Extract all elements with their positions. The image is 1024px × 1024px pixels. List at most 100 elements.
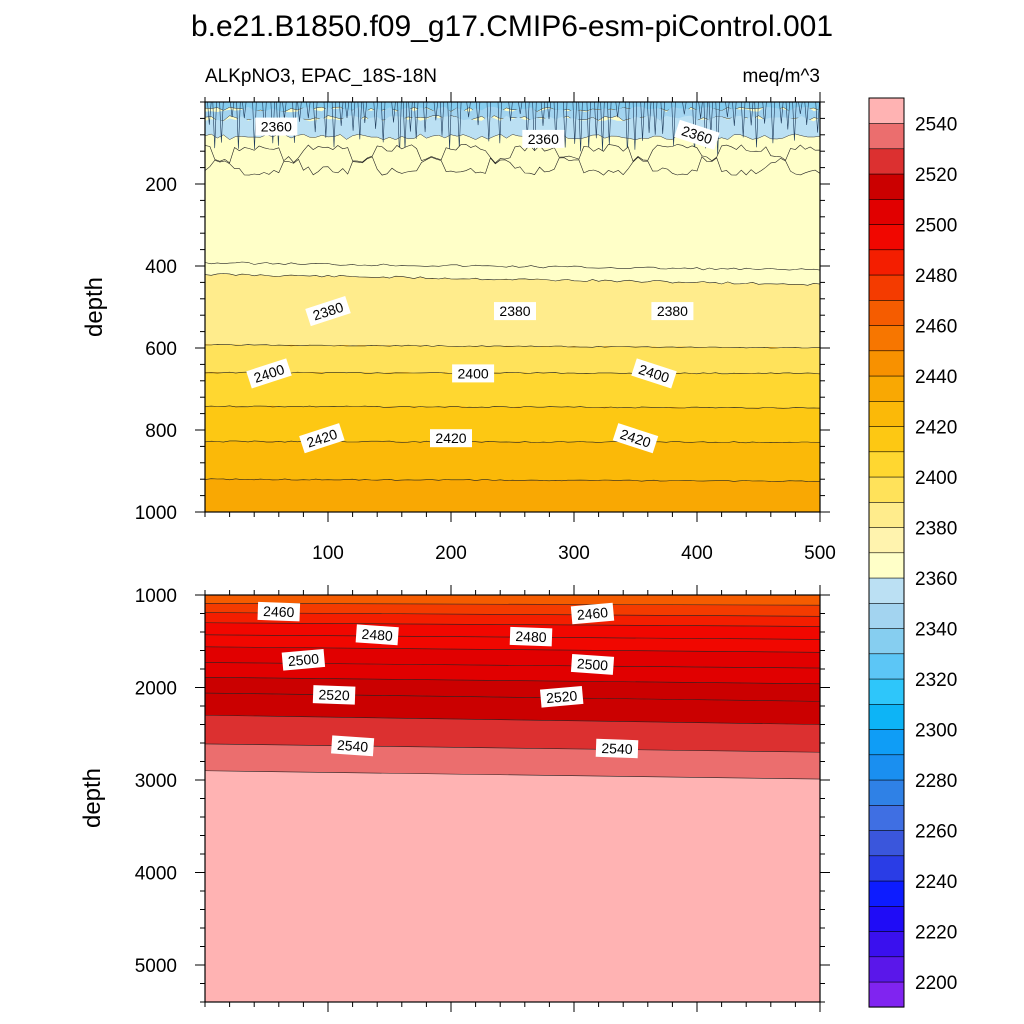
lower-ytick-label: 3000 [135,771,177,792]
lower-ytick-label: 5000 [135,956,177,977]
colorbar-swatch [868,198,905,225]
colorbar-swatch [868,324,905,352]
lower-band-2465 [205,603,820,617]
lower-band-2472 [205,612,820,627]
svg-text:2520: 2520 [545,687,578,706]
upper-frame [204,101,821,513]
upper-contour-2385 [204,273,821,286]
colorbar-swatch [868,602,905,629]
svg-text:2500: 2500 [576,655,608,673]
upper-surface-contour-2350 [204,115,821,122]
upper-xtick-label: 500 [804,543,836,564]
colorbar-swatch [868,400,905,427]
colorbar-swatch [868,350,905,377]
colorbar-swatch [868,425,905,453]
colorbar-label: 2220 [915,922,957,943]
upper-contour-2370 [204,261,821,271]
lower-band-2522 [205,677,820,702]
svg-text:2460: 2460 [263,603,295,620]
units-subtitle: meq/m^3 [742,66,820,87]
upper-contour-label: 2360 [522,129,565,148]
colorbar-swatch [868,451,905,478]
lower-contour-2535 [204,714,821,725]
colorbar-swatch [868,804,905,831]
svg-text:2480: 2480 [515,628,547,645]
svg-text:2540: 2540 [337,737,369,755]
lower-band-2528 [205,693,820,725]
colorbar-swatch [868,274,905,301]
colorbar-frame [868,97,905,1008]
colorbar-swatch [868,577,905,604]
upper-contour-2435 [204,478,821,483]
colorbar-swatch [868,653,905,680]
colorbar-label: 2460 [915,316,957,337]
lower-contour-label: 2540 [331,735,375,757]
upper-xtick-label: 200 [435,543,467,564]
lower-contour-label: 2500 [570,653,615,675]
colorbar-swatch [868,627,905,655]
lower-contour-2465 [204,612,821,617]
upper-contour-label: 2380 [494,302,536,321]
colorbar-label: 2400 [915,468,957,489]
upper-ytick-label: 800 [145,421,177,442]
colorbar-label: 2260 [915,821,957,842]
colorbar-swatch [868,299,905,326]
svg-text:2480: 2480 [361,626,393,644]
colorbar-swatch [868,173,905,200]
colorbar-label: 2520 [915,165,957,186]
lower-band-2455 [205,595,820,606]
colorbar-swatch [868,981,905,1008]
upper-contour-2415 [204,405,821,409]
lower-contour-label: 2500 [281,649,326,671]
colorbar-label: 2500 [915,215,957,236]
colorbar-swatch [868,905,905,932]
upper-contour-label: 2360 [255,117,298,136]
lower-contour-label: 2480 [355,624,399,646]
colorbar-swatch [868,97,905,124]
svg-text:2400: 2400 [458,365,489,381]
lower-contour-2495 [204,646,821,653]
svg-text:2500: 2500 [287,650,320,669]
upper-ytick-label: 600 [145,339,177,360]
colorbar-label: 2340 [915,619,957,640]
colorbar-label: 2480 [915,266,957,287]
colorbar-swatch [868,678,905,705]
lower-ytick-label: 1000 [135,586,177,607]
upper-contour-label: 2380 [651,302,694,321]
colorbar-label: 2200 [915,973,957,994]
upper-contour-2395 [205,343,820,349]
colorbar-label: 2540 [915,114,957,135]
colorbar-label: 2380 [915,518,957,539]
colorbar-swatch [868,148,905,175]
upper-band-2410 [205,405,820,443]
colorbar-swatch [868,249,905,276]
lower-contour-label: 2460 [570,602,615,625]
figure-title: b.e21.B1850.f09_g17.CMIP6-esm-piControl.… [191,10,833,43]
colorbar-swatch [868,930,905,958]
upper-band-2400 [205,372,820,409]
colorbar: 2200 2220 2240 2260 2280 2300 2320 2340 2360 2380… [868,97,957,1008]
colorbar-label: 2280 [915,771,957,792]
lower-contour-label: 2480 [509,626,553,647]
colorbar-swatch [868,754,905,781]
lower-contour-label: 2520 [539,686,584,708]
svg-text:2360: 2360 [528,131,559,147]
upper-xtick-label: 400 [681,543,713,564]
upper-ytick-label: 1000 [135,503,177,524]
upper-band-2420 [205,440,820,482]
upper-band-2370 [205,262,820,286]
upper-xtick-label: 300 [558,543,590,564]
lower-contour-label: 2520 [312,685,356,705]
colorbar-swatch [868,703,905,730]
lower-contour-2515 [204,677,821,685]
colorbar-label: 2320 [915,670,957,691]
svg-text:2380: 2380 [499,303,530,319]
lower-panel: 2460 2460 2480 2480 2500 2500 2520 2520 2540 2540… [135,585,830,1012]
svg-text:2540: 2540 [601,740,633,757]
svg-text:2460: 2460 [576,604,609,623]
colorbar-swatch [868,956,905,983]
lower-contour-2460 [204,603,821,606]
upper-contour-label: 2420 [430,429,472,448]
